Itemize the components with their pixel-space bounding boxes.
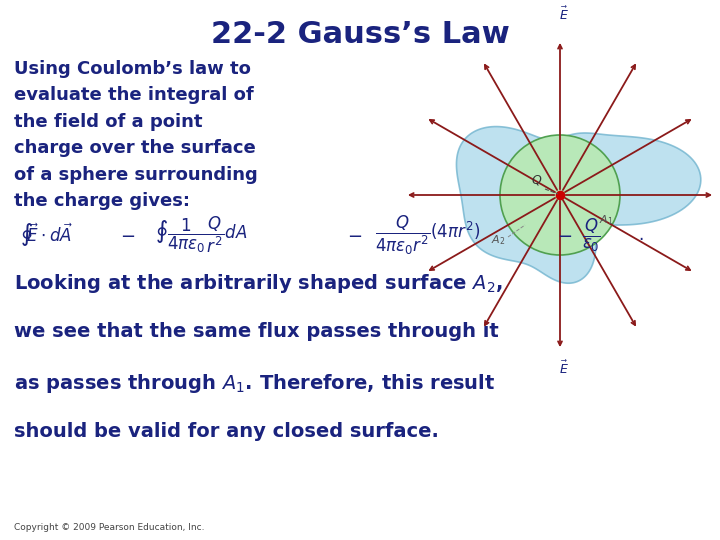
Text: 22-2 Gauss’s Law: 22-2 Gauss’s Law bbox=[211, 20, 509, 49]
Text: $\dfrac{Q}{\epsilon_0}$: $\dfrac{Q}{\epsilon_0}$ bbox=[582, 217, 601, 254]
Text: $\vec{E}$: $\vec{E}$ bbox=[559, 6, 569, 23]
Circle shape bbox=[500, 135, 620, 255]
Text: $A_2$: $A_2$ bbox=[491, 233, 505, 247]
Text: $\oint \!\! \vec{E} \cdot d\vec{A}$: $\oint \!\! \vec{E} \cdot d\vec{A}$ bbox=[20, 221, 73, 249]
Text: Copyright © 2009 Pearson Education, Inc.: Copyright © 2009 Pearson Education, Inc. bbox=[14, 523, 204, 532]
Text: should be valid for any closed surface.: should be valid for any closed surface. bbox=[14, 422, 439, 441]
Text: $\vec{E}$: $\vec{E}$ bbox=[559, 360, 569, 377]
Text: $-$: $-$ bbox=[120, 226, 135, 244]
Polygon shape bbox=[456, 126, 701, 283]
Text: $-$: $-$ bbox=[557, 226, 572, 244]
Text: Using Coulomb’s law to
evaluate the integral of
the field of a point
charge over: Using Coulomb’s law to evaluate the inte… bbox=[14, 60, 258, 210]
Text: $.$: $.$ bbox=[638, 226, 644, 244]
Text: $\dfrac{Q}{4\pi\epsilon_0 r^2}(4\pi r^2)$: $\dfrac{Q}{4\pi\epsilon_0 r^2}(4\pi r^2)… bbox=[375, 213, 480, 256]
Text: $A_1$: $A_1$ bbox=[599, 213, 613, 227]
Text: Looking at the arbitrarily shaped surface $A_2$,: Looking at the arbitrarily shaped surfac… bbox=[14, 272, 503, 295]
Text: $\oint \dfrac{1}{4\pi\epsilon_0} \dfrac{Q}{r^2} dA$: $\oint \dfrac{1}{4\pi\epsilon_0} \dfrac{… bbox=[155, 215, 248, 255]
Text: as passes through $A_1$. Therefore, this result: as passes through $A_1$. Therefore, this… bbox=[14, 372, 495, 395]
Text: we see that the same flux passes through it: we see that the same flux passes through… bbox=[14, 322, 499, 341]
Text: $Q$: $Q$ bbox=[531, 173, 542, 187]
Text: $-$: $-$ bbox=[348, 226, 363, 244]
